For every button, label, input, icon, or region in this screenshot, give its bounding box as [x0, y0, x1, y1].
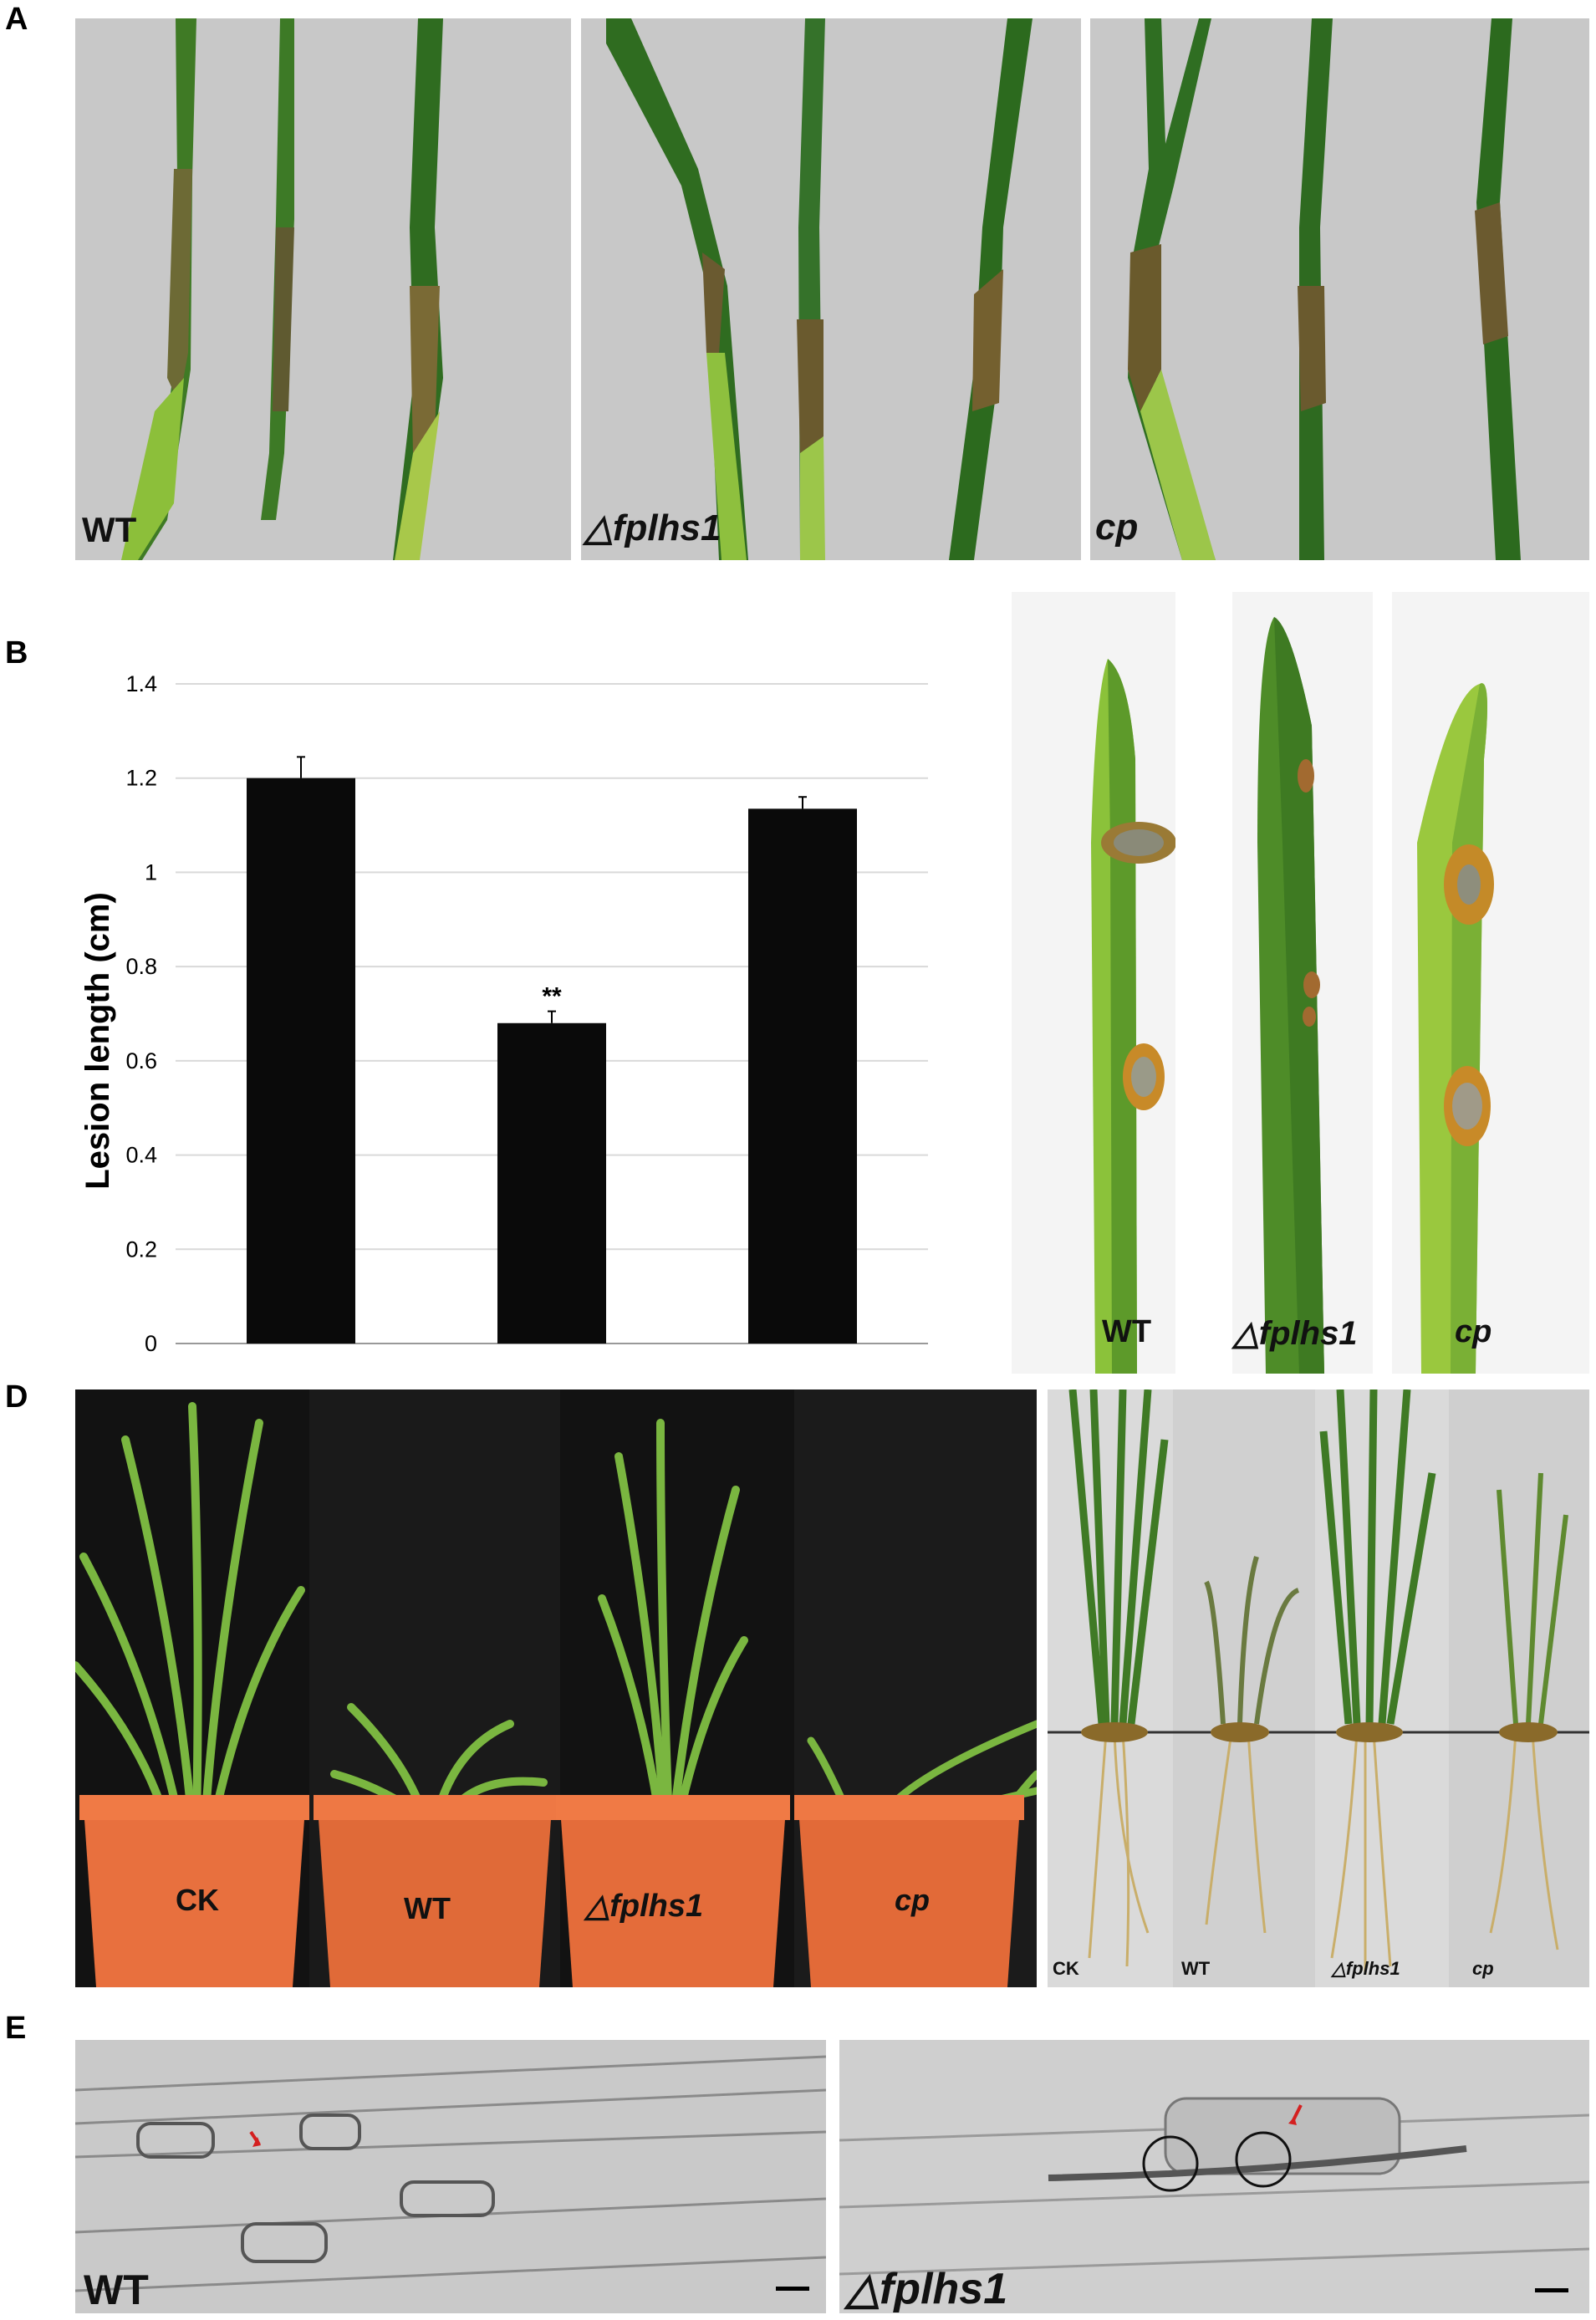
panel-d-pots-photo: CK WT △fplhs1 cp [75, 1389, 1037, 1987]
panel-a-letter: A [5, 2, 28, 37]
panel-a-label-cp: cp [1095, 507, 1139, 548]
y-tick-label: 1 [145, 859, 157, 885]
panel-c-leaf-wt [1012, 592, 1175, 1374]
micrograph-image-mutant [839, 2040, 1589, 2313]
y-axis-label: Lesion length (cm) [79, 892, 116, 1190]
panel-e-label-mutant: △fplhs1 [846, 2265, 1008, 2313]
panel-c-leaf-mutant [1232, 592, 1373, 1374]
seedling-pots-image [75, 1389, 1037, 1987]
panel-e-micrograph-mutant: △fplhs1 [839, 2040, 1589, 2313]
panel-c-label-mutant: △fplhs1 [1233, 1315, 1358, 1352]
y-tick-label: 1.2 [125, 766, 157, 791]
bar-0 [247, 778, 355, 1344]
panel-a-label-mutant: △fplhs1 [584, 507, 722, 548]
stem-lesion-image-wt [75, 18, 571, 560]
panel-c-leaf-cp [1392, 592, 1589, 1374]
panel-a-label-wt: WT [82, 510, 137, 549]
panel-e-label-wt: WT [84, 2266, 149, 2313]
y-tick-label: 0.8 [125, 954, 157, 979]
seedling-roots-image [1048, 1389, 1589, 1987]
panel-d-root-label-ck: CK [1053, 1958, 1079, 1979]
panel-d-pot-label-ck: CK [176, 1883, 219, 1917]
stem-lesion-image-mutant [581, 18, 1081, 560]
panel-e-micrograph-wt: WT [75, 2040, 826, 2313]
panel-d-letter: D [5, 1379, 28, 1415]
panel-d-roots-photo: CK WT △fplhs1 cp [1048, 1389, 1589, 1987]
y-tick-label: 0.6 [125, 1048, 157, 1073]
leaf-lesion-image-mutant [1232, 592, 1373, 1374]
panel-c-label-wt: WT [1102, 1314, 1152, 1349]
leaf-lesion-image-wt [1012, 592, 1175, 1374]
y-tick-label: 0.4 [125, 1143, 157, 1168]
panel-d-root-label-mutant: △fplhs1 [1332, 1958, 1400, 1979]
significance-mark: ** [542, 983, 562, 1011]
panel-d-pot-label-wt: WT [404, 1891, 451, 1925]
error-bar-2 [798, 796, 807, 809]
panel-e-letter: E [5, 2011, 27, 2046]
bar-1 [497, 1022, 606, 1344]
panel-a-photo-cp: cp [1090, 18, 1589, 560]
error-bar-1 [548, 1010, 556, 1023]
stem-lesion-image-cp [1090, 18, 1589, 560]
panel-c-label-cp: cp [1455, 1314, 1492, 1349]
error-bar-0 [297, 756, 305, 778]
y-tick-label: 1.4 [125, 671, 157, 696]
y-tick-label: 0 [145, 1331, 157, 1356]
panel-a-photo-mutant: △fplhs1 [581, 18, 1081, 560]
panel-d-root-label-wt: WT [1181, 1958, 1211, 1979]
panel-a-photo-wt: WT [75, 18, 571, 560]
panel-d-pot-label-cp: cp [895, 1883, 931, 1917]
panel-d-pot-label-mutant: △fplhs1 [585, 1889, 704, 1924]
leaf-lesion-image-cp [1392, 592, 1589, 1374]
panel-d-root-label-cp: cp [1472, 1958, 1494, 1979]
panel-b-letter: B [5, 635, 28, 671]
micrograph-image-wt [75, 2040, 826, 2313]
y-tick-label: 0.2 [125, 1236, 157, 1262]
bar-2 [748, 808, 857, 1344]
